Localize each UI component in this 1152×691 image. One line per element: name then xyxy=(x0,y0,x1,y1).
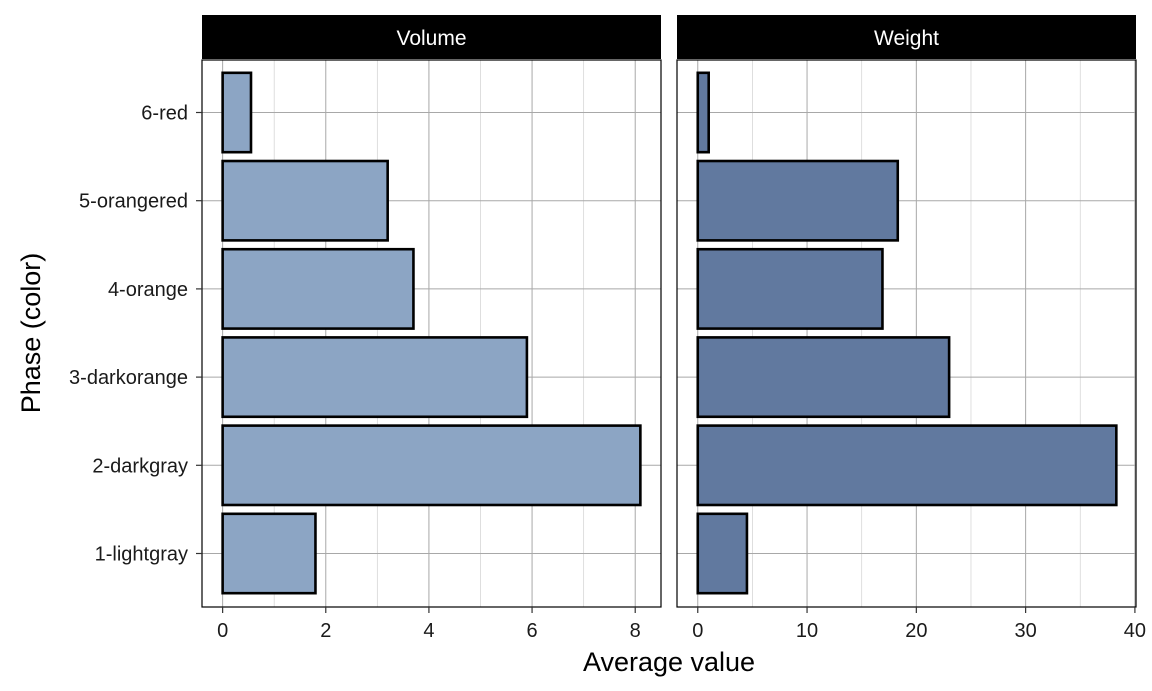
bar-weight-1-lightgray xyxy=(696,512,749,595)
bar-weight-6-red xyxy=(696,71,710,154)
facet-strip-label: Volume xyxy=(396,27,466,50)
bar-volume-5-orangered xyxy=(221,159,389,242)
x-tick-label: 4 xyxy=(423,620,434,642)
panel-volume: Volume 0 2 4 6 8 xyxy=(201,15,662,642)
x-tick-label: 40 xyxy=(1124,620,1146,642)
x-tick-label: 6 xyxy=(527,620,538,642)
panel-background xyxy=(677,60,1136,607)
y-axis: 1-lightgray 2-darkgray 3-darkorange 4-orang… xyxy=(69,103,202,566)
y-tick-label: 1-lightgray xyxy=(95,544,188,566)
y-tick-label: 2-darkgray xyxy=(92,455,188,477)
x-axis-title: Average value xyxy=(583,647,755,677)
y-tick-label: 3-darkorange xyxy=(69,367,188,389)
bar-volume-4-orange xyxy=(221,247,415,330)
facet-strip xyxy=(202,15,661,59)
x-tick-label: 2 xyxy=(320,620,331,642)
y-tick-label: 5-orangered xyxy=(79,191,188,213)
y-axis-title: Phase (color) xyxy=(16,253,46,414)
x-tick-label: 30 xyxy=(1014,620,1036,642)
x-tick-label: 8 xyxy=(630,620,641,642)
facet-strip xyxy=(677,15,1136,59)
x-tick-label: 0 xyxy=(692,620,703,642)
bar-volume-3-darkorange xyxy=(221,336,529,419)
bar-weight-2-darkgray xyxy=(696,424,1118,507)
y-tick-label: 4-orange xyxy=(108,279,188,301)
panel-border xyxy=(676,59,1137,608)
x-tick-label: 0 xyxy=(217,620,228,642)
bar-weight-4-orange xyxy=(696,247,884,330)
x-tick-label: 20 xyxy=(905,620,927,642)
panels-layer: Volume 0 2 4 6 8 Weight 0 10 20 30 40 xyxy=(201,15,1146,642)
bar-volume-6-red xyxy=(221,71,253,154)
bar-weight-5-orangered xyxy=(696,159,900,242)
bar-volume-1-lightgray xyxy=(221,512,317,595)
bar-weight-3-darkorange xyxy=(696,336,951,419)
facet-strip-label: Weight xyxy=(874,27,939,50)
x-tick-label: 10 xyxy=(796,620,818,642)
panel-border xyxy=(201,59,662,608)
bar-volume-2-darkgray xyxy=(221,424,642,507)
y-tick-label: 6-red xyxy=(141,103,188,125)
panel-weight: Weight 0 10 20 30 40 xyxy=(676,15,1146,642)
